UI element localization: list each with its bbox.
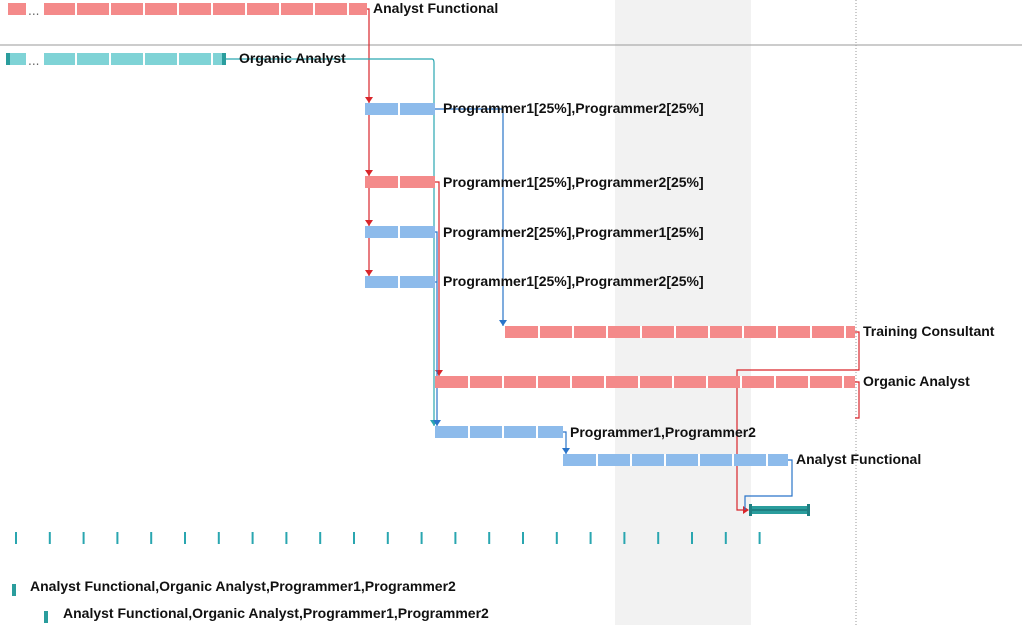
- timeline-tick: [589, 532, 592, 544]
- teal-bar-start-mark: [6, 53, 10, 65]
- task-bar-t1[interactable]: [8, 3, 367, 15]
- task-bar-t6[interactable]: [365, 276, 435, 288]
- task-label-t4: Programmer1[25%],Programmer2[25%]: [443, 174, 704, 190]
- timeline-tick: [454, 532, 457, 544]
- timeline-tick: [15, 532, 17, 544]
- timeline-tick: [522, 532, 524, 544]
- timeline-tick: [724, 532, 727, 544]
- task-label-t8: Organic Analyst: [863, 373, 970, 389]
- timeline-tick: [217, 532, 220, 544]
- resource-list-2: Analyst Functional,Organic Analyst,Progr…: [63, 605, 489, 621]
- timeline-tick: [285, 532, 288, 544]
- task-bar-t7[interactable]: [505, 326, 855, 338]
- dependency-links: [226, 8, 860, 514]
- timeline-tick: [420, 532, 423, 544]
- timeline-tick: [691, 532, 693, 544]
- link-t7-t11: [736, 331, 860, 514]
- timeline-tick: [150, 532, 153, 544]
- link-t1-t4: [365, 103, 373, 176]
- timeline-tick: [657, 532, 660, 544]
- teal-bar-end-mark: [222, 53, 226, 65]
- timeline-tick: [48, 532, 51, 544]
- timeline-tick: [184, 532, 186, 544]
- timeline-tick: [758, 532, 761, 544]
- svg-text:...: ...: [28, 54, 39, 68]
- link-t5-t9: [433, 231, 441, 426]
- link-t9-t10: [562, 431, 570, 454]
- task-label-t7: Training Consultant: [863, 323, 995, 339]
- timeline-tick: [623, 532, 626, 544]
- link-t3-t7: [435, 108, 507, 326]
- task-label-t6: Programmer1[25%],Programmer2[25%]: [443, 273, 704, 289]
- link-t8-loop: [855, 381, 860, 419]
- svg-text:...: ...: [28, 4, 39, 18]
- timeline-tick: [116, 532, 119, 544]
- task-label-t9: Programmer1,Programmer2: [570, 424, 756, 440]
- task-bar-t5[interactable]: [365, 226, 435, 238]
- link-t4-t8: [435, 181, 443, 376]
- resource-marker-2: [44, 611, 48, 623]
- task-label-t1: Analyst Functional: [373, 0, 499, 16]
- task-label-t5: Programmer2[25%],Programmer1[25%]: [443, 224, 704, 240]
- link-t1-t3: [365, 8, 373, 103]
- timeline-tick: [251, 532, 254, 544]
- truncation-dots-1: ...: [26, 3, 44, 18]
- task-bar-t8[interactable]: [435, 376, 855, 388]
- timeline-tick: [386, 532, 389, 544]
- task-bars: ......: [6, 3, 855, 516]
- task-label-t2: Organic Analyst: [239, 50, 346, 66]
- task-bar-t9[interactable]: [435, 426, 563, 438]
- timeline-tick: [319, 532, 322, 544]
- task-bar-t10[interactable]: [563, 454, 788, 466]
- task-bar-t2[interactable]: [8, 53, 226, 65]
- timeline-ticks: [15, 532, 761, 544]
- link-t10-t11: [744, 459, 793, 510]
- resource-list-1: Analyst Functional,Organic Analyst,Progr…: [30, 578, 456, 594]
- task-bar-t11[interactable]: [749, 504, 810, 516]
- resource-marker-1: [12, 584, 16, 596]
- task-label-t10: Analyst Functional: [796, 451, 922, 467]
- task-label-t3: Programmer1[25%],Programmer2[25%]: [443, 100, 704, 116]
- timeline-tick: [488, 532, 491, 544]
- task-bar-t4[interactable]: [365, 176, 435, 188]
- task-bar-t3[interactable]: [365, 103, 435, 115]
- weekend-shading: [615, 0, 751, 625]
- truncation-dots-2: ...: [26, 53, 44, 68]
- timeline-tick: [82, 532, 85, 544]
- timeline-tick: [353, 532, 355, 544]
- timeline-tick: [555, 532, 558, 544]
